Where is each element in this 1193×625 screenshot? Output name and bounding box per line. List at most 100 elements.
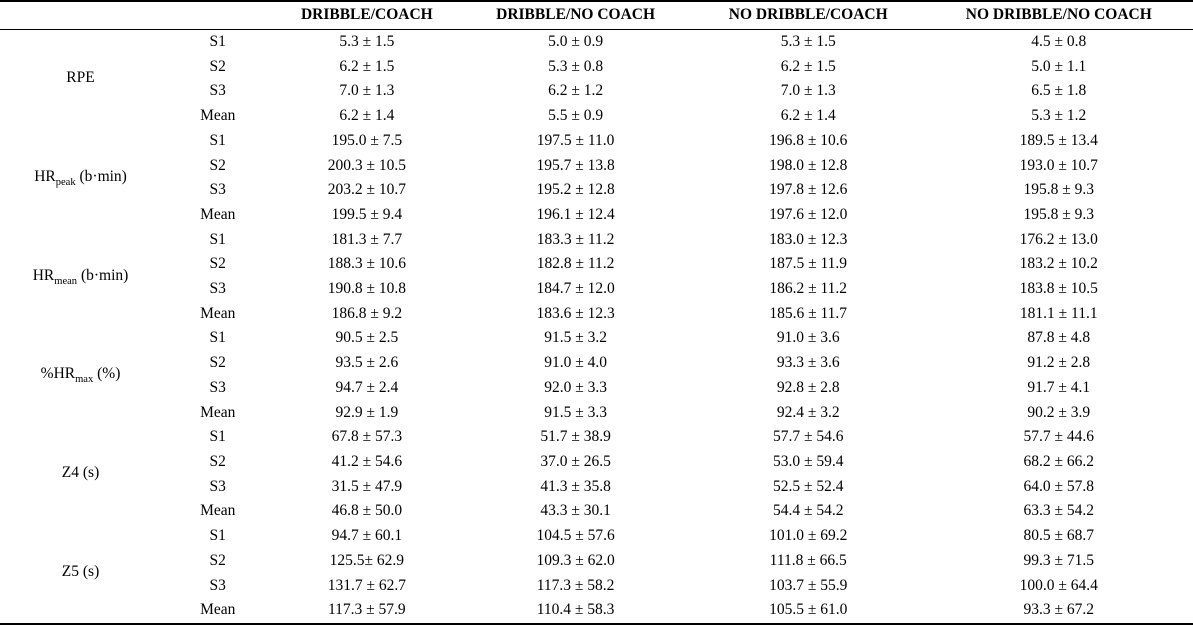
value-cell: 57.7 ± 54.6 <box>772 428 844 446</box>
value-cell: 92.0 ± 3.3 <box>544 378 607 396</box>
row-group-label-base: HR <box>32 266 55 284</box>
value-cell: 197.6 ± 12.0 <box>769 205 848 223</box>
value-cell: 52.5 ± 52.4 <box>772 477 844 495</box>
row-group-label-unit: (b·min) <box>77 266 129 284</box>
table-row: Z5 (s) S1 94.7 ± 60.1 104.5 ± 57.6 101.0 ± 6… <box>0 524 1193 580</box>
value-cell: 100.0 ± 64.4 <box>1019 576 1098 594</box>
value-cell: 183.8 ± 10.5 <box>1019 280 1098 298</box>
row-group-label: %HRmax (%) <box>0 326 161 425</box>
value-cell: 43.3 ± 30.1 <box>540 502 611 520</box>
table-row: RPE S1 5.3 ± 1.5 5.0 ± 0.9 5.3 ± 1.5 4.5 ± 0.… <box>0 29 1193 86</box>
row-group-label-unit: (%) <box>93 365 121 383</box>
value-cell: 53.0 ± 59.4 <box>772 452 844 470</box>
value-cell: 6.2 ± 1.4 <box>780 107 836 125</box>
value-cell: 186.2 ± 11.2 <box>769 280 848 298</box>
row-group-label-base: Z4 <box>61 464 80 482</box>
value-cell: 104.5 ± 57.6 <box>536 527 615 545</box>
value-cell: 41.3 ± 35.8 <box>540 477 611 495</box>
session-label: S1 <box>209 32 226 50</box>
value-cell: 64.0 ± 57.8 <box>1023 477 1095 495</box>
session-label: S3 <box>209 576 226 594</box>
row-group-label: HRpeak (b·min) <box>0 129 161 228</box>
session-label: S3 <box>209 181 226 199</box>
value-cell: 185.6 ± 11.7 <box>769 304 848 322</box>
table-row: S3 31.5 ± 47.9 41.3 ± 35.8 52.5 ± 52.4 64.0 … <box>0 474 1193 499</box>
row-group-label-subscript: max <box>75 374 94 386</box>
value-cell: 54.4 ± 54.2 <box>772 502 844 520</box>
value-cell: 46.8 ± 50.0 <box>331 502 403 520</box>
value-cell: 181.3 ± 7.7 <box>331 230 403 248</box>
value-cell: 101.0 ± 69.2 <box>769 527 848 545</box>
session-label: S3 <box>209 82 226 100</box>
column-header-no-dribble-coach: NO DRIBBLE/COACH <box>691 1 925 30</box>
value-cell: 189.5 ± 13.4 <box>1019 131 1098 149</box>
value-cell: 6.2 ± 1.5 <box>339 57 395 75</box>
table-row: Mean 199.5 ± 9.4 196.1 ± 12.4 197.6 ± 12.0 1… <box>0 203 1193 228</box>
table-row: %HRmax (%) S1 90.5 ± 2.5 91.5 ± 3.2 91.0 ± 3… <box>0 326 1193 385</box>
value-cell: 187.5 ± 11.9 <box>769 255 848 273</box>
value-cell: 196.1 ± 12.4 <box>536 205 615 223</box>
table-row: HRmean (b·min) S1 181.3 ± 7.7 183.3 ± 11.2 1… <box>0 227 1193 287</box>
value-cell: 41.2 ± 54.6 <box>331 452 403 470</box>
value-cell: 91.5 ± 3.3 <box>544 403 607 421</box>
table-row: S2 125.5± 62.9 109.3 ± 62.0 111.8 ± 66.5 99.… <box>0 548 1193 573</box>
value-cell: 92.8 ± 2.8 <box>776 378 840 396</box>
value-cell: 131.7 ± 62.7 <box>327 576 406 594</box>
value-cell: 5.0 ± 1.1 <box>1031 57 1087 75</box>
value-cell: 183.0 ± 12.3 <box>769 230 848 248</box>
table-header: DRIBBLE/COACH DRIBBLE/NO COACH NO DRIBBL… <box>0 1 1193 30</box>
value-cell: 203.2 ± 10.7 <box>327 181 406 199</box>
column-header-dribble-no-coach: DRIBBLE/NO COACH <box>459 1 692 30</box>
value-cell: 195.8 ± 9.3 <box>1023 205 1095 223</box>
value-cell: 188.3 ± 10.6 <box>327 255 406 273</box>
value-cell: 94.7 ± 60.1 <box>331 527 403 545</box>
table-row: S3 7.0 ± 1.3 6.2 ± 1.2 7.0 ± 1.3 6.5 ± 1.8 <box>0 79 1193 104</box>
session-label: S1 <box>209 131 226 149</box>
value-cell: 94.7 ± 2.4 <box>335 378 399 396</box>
value-cell: 198.0 ± 12.8 <box>769 156 848 174</box>
value-cell: 6.5 ± 1.8 <box>1031 82 1087 100</box>
row-group-label-base: HR <box>34 167 56 185</box>
value-cell: 110.4 ± 58.3 <box>536 601 615 619</box>
value-cell: 91.0 ± 3.6 <box>776 329 840 347</box>
row-group-label: Z5 (s) <box>0 524 161 624</box>
value-cell: 125.5± 62.9 <box>329 551 405 569</box>
row-group-label: Z4 (s) <box>0 425 161 524</box>
value-cell: 196.8 ± 10.6 <box>769 131 848 149</box>
value-cell: 7.0 ± 1.3 <box>780 82 836 100</box>
value-cell: 117.3 ± 58.2 <box>536 576 615 594</box>
value-cell: 197.8 ± 12.6 <box>769 181 848 199</box>
session-label: S2 <box>209 354 226 372</box>
table-row: Mean 117.3 ± 57.9 110.4 ± 58.3 105.5 ± 61.0… <box>0 598 1193 624</box>
value-cell: 37.0 ± 26.5 <box>540 452 611 470</box>
session-label: Mean <box>200 502 236 520</box>
value-cell: 186.8 ± 9.2 <box>331 304 403 322</box>
row-group-label: RPE <box>0 29 161 129</box>
table-row: S2 41.2 ± 54.6 37.0 ± 26.5 53.0 ± 59.4 68.2 … <box>0 450 1193 475</box>
value-cell: 80.5 ± 68.7 <box>1023 527 1095 545</box>
value-cell: 93.3 ± 67.2 <box>1023 601 1095 619</box>
session-label: Mean <box>200 403 236 421</box>
value-cell: 5.3 ± 1.5 <box>780 32 836 50</box>
value-cell: 190.8 ± 10.8 <box>327 280 406 298</box>
value-cell: 6.2 ± 1.4 <box>339 107 395 125</box>
table-row: S3 203.2 ± 10.7 195.2 ± 12.8 197.8 ± 12.6 19… <box>0 178 1193 203</box>
value-cell: 103.7 ± 55.9 <box>769 576 848 594</box>
value-cell: 90.5 ± 2.5 <box>335 329 399 347</box>
table-row: Mean 46.8 ± 50.0 43.3 ± 30.1 54.4 ± 54.2 63.… <box>0 499 1193 524</box>
row-group-label-unit: (s) <box>79 464 100 482</box>
value-cell: 68.2 ± 66.2 <box>1023 452 1095 470</box>
value-cell: 109.3 ± 62.0 <box>536 551 615 569</box>
value-cell: 197.5 ± 11.0 <box>536 131 615 149</box>
value-cell: 183.3 ± 11.2 <box>536 230 615 248</box>
value-cell: 195.0 ± 7.5 <box>331 131 403 149</box>
value-cell: 93.3 ± 3.6 <box>776 354 840 372</box>
table-row: S3 131.7 ± 62.7 117.3 ± 58.2 103.7 ± 55.9 10… <box>0 573 1193 598</box>
row-group-label-base: %HR <box>40 365 76 383</box>
table-row: Mean 6.2 ± 1.4 5.5 ± 0.9 6.2 ± 1.4 5.3 ± 1.2 <box>0 104 1193 129</box>
session-label: S1 <box>209 428 226 446</box>
value-cell: 195.7 ± 13.8 <box>536 156 615 174</box>
table-row: S2 200.3 ± 10.5 195.7 ± 13.8 198.0 ± 12.8 19… <box>0 153 1193 178</box>
header-session-col <box>161 1 275 30</box>
